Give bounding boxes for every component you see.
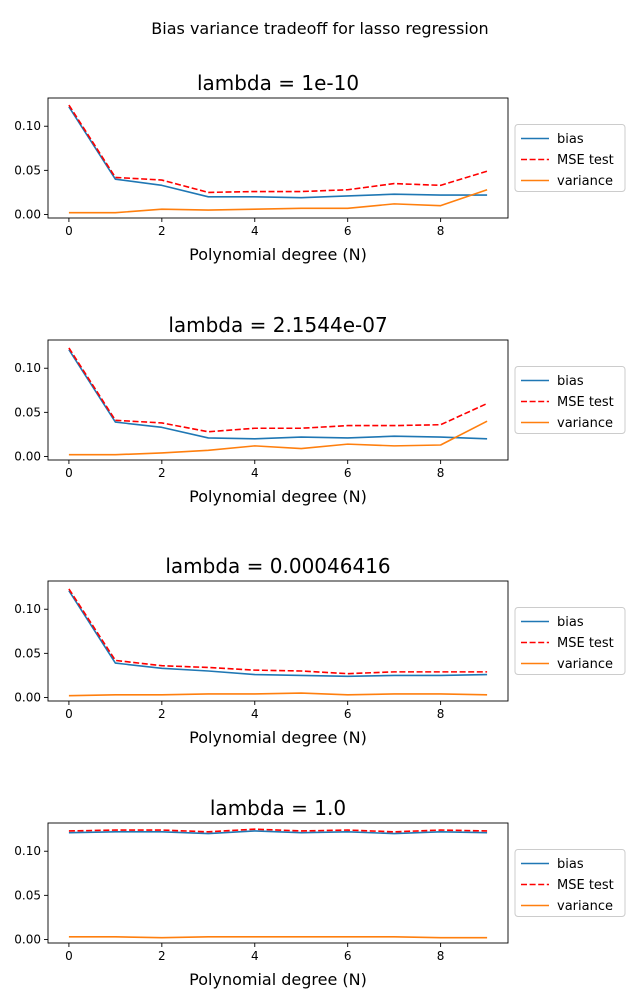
x-tick-label: 4 bbox=[251, 949, 259, 963]
series-line-variance bbox=[68, 420, 488, 456]
x-tick-label: 0 bbox=[65, 466, 73, 480]
legend-label: bias bbox=[557, 374, 584, 389]
x-axis-label: Polynomial degree (N) bbox=[189, 245, 367, 264]
x-tick-label: 2 bbox=[158, 949, 166, 963]
series-line-mse-test bbox=[68, 104, 488, 194]
plot-area bbox=[68, 588, 488, 697]
x-tick-label: 8 bbox=[437, 707, 445, 721]
legend-box bbox=[514, 366, 626, 434]
plot-area bbox=[68, 828, 488, 939]
y-tick-label: 0.00 bbox=[14, 207, 41, 221]
legend-box bbox=[514, 124, 626, 192]
legend-label: MSE test bbox=[557, 153, 614, 168]
series-line-bias bbox=[68, 106, 488, 199]
series-line-mse-test bbox=[68, 828, 488, 833]
series-line-mse-test bbox=[68, 347, 488, 433]
y-tick-label: 0.05 bbox=[14, 405, 41, 419]
subplot-panels: lambda = 1e-10 0 2 4 6 8 0.00 0.05 0.10 Polynomia… bbox=[14, 71, 626, 989]
x-tick-label: 4 bbox=[251, 224, 259, 238]
series-line-bias bbox=[68, 830, 488, 835]
x-axis-label: Polynomial degree (N) bbox=[189, 487, 367, 506]
x-tick-label: 6 bbox=[344, 466, 352, 480]
subplot-2: lambda = 2.1544e-07 0 2 4 6 8 0.00 0.05 0.10 Poly… bbox=[14, 313, 626, 506]
legend-label: MSE test bbox=[557, 636, 614, 651]
y-tick-label: 0.05 bbox=[14, 163, 41, 177]
series-line-bias bbox=[68, 590, 488, 678]
y-tick-label: 0.00 bbox=[14, 690, 41, 704]
subplot-title: lambda = 1.0 bbox=[210, 796, 346, 820]
legend-label: variance bbox=[557, 899, 613, 914]
y-tick-label: 0.00 bbox=[14, 449, 41, 463]
series-line-variance bbox=[68, 692, 488, 697]
series-line-mse-test bbox=[68, 588, 488, 675]
legend-label: variance bbox=[557, 174, 613, 189]
x-tick-label: 6 bbox=[344, 707, 352, 721]
subplot-title: lambda = 2.1544e-07 bbox=[168, 313, 387, 337]
x-tick-label: 4 bbox=[251, 466, 259, 480]
figure-suptitle: Bias variance tradeoff for lasso regress… bbox=[151, 19, 488, 38]
x-tick-label: 0 bbox=[65, 707, 73, 721]
series-line-variance bbox=[68, 189, 488, 214]
subplot-title: lambda = 1e-10 bbox=[197, 71, 359, 95]
legend-label: bias bbox=[557, 615, 584, 630]
subplot-3: lambda = 0.00046416 0 2 4 6 8 0.00 0.05 0.10 Poly… bbox=[14, 554, 626, 747]
x-axis-label: Polynomial degree (N) bbox=[189, 970, 367, 989]
legend: bias MSE test variance bbox=[514, 849, 626, 917]
y-tick-label: 0.05 bbox=[14, 646, 41, 660]
legend: bias MSE test variance bbox=[514, 607, 626, 675]
legend-box bbox=[514, 607, 626, 675]
legend-label: variance bbox=[557, 657, 613, 672]
series-line-variance bbox=[68, 936, 488, 939]
legend-label: bias bbox=[557, 857, 584, 872]
axes-frame bbox=[47, 822, 509, 944]
x-tick-label: 2 bbox=[158, 466, 166, 480]
x-tick-label: 2 bbox=[158, 224, 166, 238]
series-line-bias bbox=[68, 349, 488, 440]
subplot-4: lambda = 1.0 0 2 4 6 8 0.00 0.05 0.10 Polynomial … bbox=[14, 796, 626, 989]
axes-frame bbox=[47, 97, 509, 219]
subplot-1: lambda = 1e-10 0 2 4 6 8 0.00 0.05 0.10 Polynomia… bbox=[14, 71, 626, 264]
legend-label: variance bbox=[557, 416, 613, 431]
legend-box bbox=[514, 849, 626, 917]
y-tick-label: 0.05 bbox=[14, 888, 41, 902]
x-axis-label: Polynomial degree (N) bbox=[189, 728, 367, 747]
x-tick-label: 8 bbox=[437, 949, 445, 963]
axes-frame bbox=[47, 580, 509, 702]
x-tick-label: 8 bbox=[437, 466, 445, 480]
x-tick-label: 0 bbox=[65, 949, 73, 963]
x-tick-label: 6 bbox=[344, 224, 352, 238]
y-tick-label: 0.00 bbox=[14, 932, 41, 946]
x-tick-label: 4 bbox=[251, 707, 259, 721]
legend-label: MSE test bbox=[557, 878, 614, 893]
plot-area bbox=[68, 104, 488, 214]
y-tick-label: 0.10 bbox=[14, 602, 41, 616]
x-tick-label: 6 bbox=[344, 949, 352, 963]
x-tick-label: 0 bbox=[65, 224, 73, 238]
plot-area bbox=[68, 347, 488, 456]
legend: bias MSE test variance bbox=[514, 124, 626, 192]
x-tick-label: 8 bbox=[437, 224, 445, 238]
y-tick-label: 0.10 bbox=[14, 119, 41, 133]
legend-label: MSE test bbox=[557, 395, 614, 410]
axes-frame bbox=[47, 339, 509, 461]
x-tick-label: 2 bbox=[158, 707, 166, 721]
y-tick-label: 0.10 bbox=[14, 361, 41, 375]
legend: bias MSE test variance bbox=[514, 366, 626, 434]
y-tick-label: 0.10 bbox=[14, 844, 41, 858]
legend-label: bias bbox=[557, 132, 584, 147]
subplot-title: lambda = 0.00046416 bbox=[165, 554, 390, 578]
